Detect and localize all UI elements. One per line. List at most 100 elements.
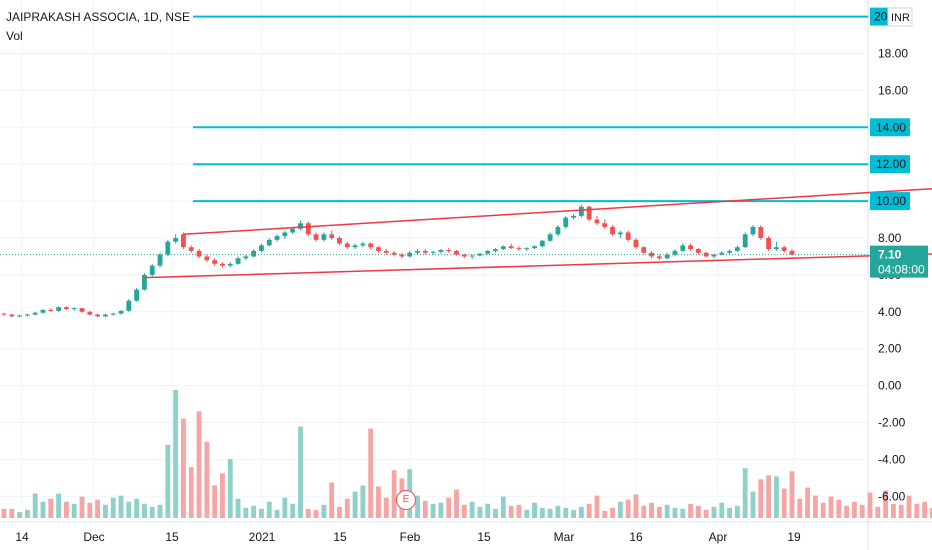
candle-body bbox=[95, 314, 101, 317]
candle-body bbox=[251, 250, 257, 257]
volume-bar bbox=[555, 505, 561, 518]
volume-bar bbox=[867, 492, 873, 518]
volume-bar bbox=[126, 501, 132, 518]
candle-body bbox=[17, 315, 23, 317]
candle-body bbox=[181, 234, 186, 248]
volume-bar bbox=[149, 506, 155, 518]
volume-bar bbox=[227, 459, 233, 518]
candle-body bbox=[126, 300, 132, 311]
candle-body bbox=[766, 238, 772, 250]
volume-bar bbox=[17, 511, 23, 518]
volume-bar bbox=[493, 508, 498, 518]
candle-body bbox=[500, 246, 506, 250]
volume-bar bbox=[305, 508, 311, 518]
volume-bar bbox=[633, 494, 639, 518]
candle-body bbox=[337, 238, 342, 244]
candle-body bbox=[415, 250, 420, 253]
candle-body bbox=[789, 250, 795, 255]
volume-bar bbox=[181, 418, 186, 518]
candle-body bbox=[594, 219, 600, 224]
candle-body bbox=[547, 234, 553, 241]
candle-body bbox=[649, 252, 654, 257]
volume-bar bbox=[118, 495, 124, 518]
volume-bar bbox=[282, 497, 288, 518]
candle-body bbox=[539, 240, 545, 247]
candle-body bbox=[711, 254, 717, 257]
volume-bar bbox=[313, 509, 319, 518]
volume-bar bbox=[165, 444, 171, 518]
y-tick-label: 8.00 bbox=[878, 231, 902, 245]
candle-body bbox=[305, 223, 311, 235]
candle-body bbox=[391, 252, 397, 255]
channel-upper-line[interactable] bbox=[183, 187, 932, 236]
x-tick-label: 15 bbox=[477, 530, 491, 544]
volume-bar bbox=[485, 503, 491, 518]
candle-body bbox=[196, 250, 202, 257]
channel-lower-line[interactable] bbox=[144, 253, 932, 279]
x-tick-label: 15 bbox=[333, 530, 347, 544]
candle-body bbox=[695, 249, 701, 253]
volume-label: Vol bbox=[6, 29, 23, 43]
level-price-tag bbox=[870, 155, 910, 174]
volume-bar bbox=[859, 504, 865, 518]
x-tick-label: 19 bbox=[787, 530, 801, 544]
candle-body bbox=[633, 239, 639, 248]
volume-bar bbox=[134, 498, 140, 518]
volume-bar bbox=[898, 504, 904, 518]
volume-bar bbox=[9, 508, 15, 518]
candle-body bbox=[758, 226, 764, 238]
level-price-tag bbox=[870, 192, 910, 211]
volume-bar bbox=[157, 504, 163, 518]
candle-body bbox=[63, 307, 69, 310]
volume-bar bbox=[851, 501, 857, 518]
candle-body bbox=[703, 252, 709, 257]
candle-body bbox=[220, 263, 225, 266]
volume-bar bbox=[641, 505, 647, 518]
y-tick-label: -4.00 bbox=[878, 452, 906, 466]
volume-bar bbox=[430, 503, 436, 518]
volume-bar bbox=[734, 505, 740, 518]
candle-body bbox=[617, 232, 623, 235]
candle-body bbox=[399, 254, 405, 257]
candle-body bbox=[383, 250, 389, 253]
volume-bar bbox=[383, 497, 389, 518]
volume-bar bbox=[539, 507, 545, 518]
candle-body bbox=[781, 247, 787, 251]
candle-body bbox=[243, 256, 249, 259]
x-tick-label: Feb bbox=[400, 530, 421, 544]
volume-bar bbox=[415, 495, 420, 518]
candle-body bbox=[204, 256, 210, 261]
candle-body bbox=[48, 309, 54, 311]
candle-body bbox=[79, 308, 85, 312]
candle-body bbox=[290, 228, 296, 233]
candle-body bbox=[750, 226, 756, 235]
volume-bar bbox=[173, 390, 179, 518]
x-tick-label: Apr bbox=[709, 530, 728, 544]
candle-body bbox=[259, 245, 264, 251]
candle-body bbox=[1, 313, 7, 315]
candle-body bbox=[87, 311, 93, 315]
volume-bar bbox=[688, 503, 693, 518]
candle-body bbox=[773, 247, 779, 250]
volume-bar bbox=[875, 506, 881, 518]
candle-body bbox=[680, 245, 686, 251]
volume-bar bbox=[594, 495, 600, 518]
currency-badge[interactable] bbox=[887, 7, 913, 27]
candle-body bbox=[477, 253, 483, 256]
volume-bar bbox=[703, 509, 709, 518]
volume-bar bbox=[586, 503, 592, 518]
volume-bar bbox=[532, 502, 537, 518]
candle-body bbox=[329, 234, 335, 238]
volume-bar bbox=[524, 509, 530, 518]
volume-bar bbox=[820, 502, 826, 518]
y-tick-label: -6.00 bbox=[878, 489, 906, 503]
volume-bar bbox=[797, 498, 803, 518]
candle-body bbox=[173, 238, 179, 242]
volume-bar bbox=[212, 485, 218, 518]
volume-bar bbox=[32, 493, 38, 518]
earnings-marker[interactable]: E bbox=[396, 490, 416, 510]
volume-bar bbox=[1, 508, 7, 518]
candle-body bbox=[376, 247, 381, 251]
volume-bar bbox=[56, 493, 62, 518]
